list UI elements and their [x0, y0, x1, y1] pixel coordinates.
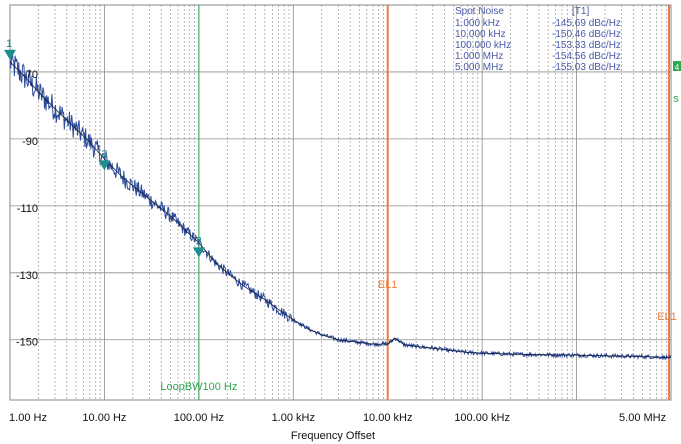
edge-badge-text: 4	[675, 63, 680, 72]
trace-marker	[98, 160, 111, 171]
spot-noise-value: -145.69 dBc/Hz	[552, 18, 621, 29]
y-tick-labels: -70 -90 -110 -130 -150	[16, 69, 38, 349]
x-tick-label: 100.00 kHz	[454, 412, 510, 424]
edge-limit-label: EL1	[378, 279, 398, 291]
y-tick-label: -130	[16, 270, 38, 282]
x-tick-labels: 1.00 Hz 10.00 Hz 100.00 Hz 1.00 kHz 10.00 kH…	[9, 412, 666, 424]
x-tick-label: 1.00 Hz	[9, 412, 47, 424]
trace-marker	[192, 247, 205, 258]
x-tick-label: 10.00 Hz	[82, 412, 126, 424]
edge-labels: 4s	[673, 61, 681, 105]
spot-noise-frequency: 100.000 kHz	[455, 40, 511, 51]
plot-frame	[9, 4, 672, 401]
spot-noise-frequency: 1.000 MHz	[455, 51, 503, 62]
y-tick-label: -70	[22, 69, 38, 81]
x-tick-label: 5.00 MHz	[619, 412, 666, 424]
spot-noise-header: Spot Noise	[455, 6, 504, 17]
trace-markers: 1 3 2	[4, 38, 205, 258]
x-tick-label: 100.00 Hz	[174, 412, 224, 424]
x-tick-label: 1.00 kHz	[272, 412, 315, 424]
reference-lines: LoopBW100 Hz EL1 EL1	[160, 5, 677, 400]
trace-marker-number: 3	[101, 148, 107, 160]
x-tick-label: 10.00 kHz	[363, 412, 413, 424]
trace-marker	[4, 49, 16, 60]
noise-trace-smoothed	[9, 61, 671, 358]
spot-noise-frequency: 10.000 kHz	[455, 29, 506, 40]
spot-noise-table: Spot Noise [T1] 1.000 kHz -145.69 dBc/Hz 10.…	[455, 6, 621, 73]
spot-noise-value: -155.03 dBc/Hz	[552, 62, 621, 73]
edge-badge	[673, 61, 681, 71]
trace-marker-number: 2	[196, 235, 202, 247]
trace-marker-number: 1	[6, 38, 12, 50]
spot-noise-value: -154.56 dBc/Hz	[552, 51, 621, 62]
spot-noise-trace-header: [T1]	[572, 6, 589, 17]
spot-noise-value: -153.33 dBc/Hz	[552, 40, 621, 51]
spot-noise-frequency: 5.000 MHz	[455, 62, 503, 73]
loop-bandwidth-label: LoopBW100 Hz	[160, 381, 237, 393]
y-tick-label: -150	[16, 337, 38, 349]
spot-noise-frequency: 1.000 kHz	[455, 18, 500, 29]
y-tick-label: -110	[17, 203, 38, 215]
x-axis-title: Frequency Offset	[291, 430, 375, 442]
edge-limit-label: EL1	[657, 311, 677, 323]
edge-side-label: s	[673, 93, 679, 105]
y-tick-label: -90	[22, 136, 38, 148]
noise-trace	[9, 49, 672, 361]
spot-noise-value: -150.46 dBc/Hz	[552, 29, 621, 40]
